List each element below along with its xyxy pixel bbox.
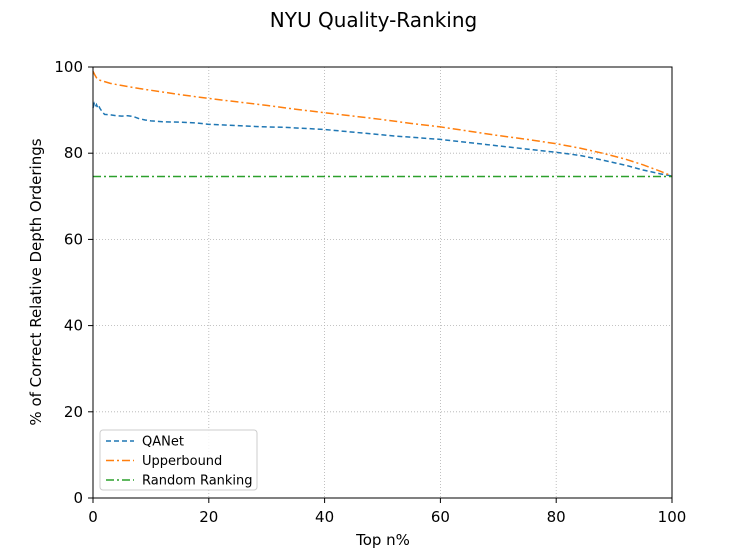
y-tick-label: 40 xyxy=(64,317,83,335)
series-line-qanet xyxy=(92,101,673,177)
x-tick-label: 0 xyxy=(88,508,98,526)
y-tick-label: 100 xyxy=(54,58,83,76)
chart-title: NYU Quality-Ranking xyxy=(270,8,477,32)
legend-label-random-ranking: Random Ranking xyxy=(142,474,253,489)
legend-label-qanet: QANet xyxy=(142,435,184,450)
ticks-layer: 0 20 40 60 80 100 0 20 40 60 80 100 xyxy=(54,58,686,526)
x-tick-label: 60 xyxy=(431,508,450,526)
x-tick-label: 100 xyxy=(658,508,687,526)
y-tick-label: 80 xyxy=(64,144,83,162)
y-tick-label: 0 xyxy=(73,489,83,507)
y-tick-label: 60 xyxy=(64,230,83,248)
x-tick-label: 40 xyxy=(315,508,334,526)
legend: QANet Upperbound Random Ranking xyxy=(99,429,258,491)
x-tick-label: 80 xyxy=(547,508,566,526)
series-layer xyxy=(92,70,673,178)
legend-label-upperbound: Upperbound xyxy=(142,454,222,469)
legend-box xyxy=(99,429,258,491)
series-line-upperbound xyxy=(92,70,673,177)
x-axis-label: Top n% xyxy=(355,531,410,549)
x-tick-label: 20 xyxy=(199,508,218,526)
y-tick-label: 20 xyxy=(64,403,83,421)
y-axis-label: % of Correct Relative Depth Orderings xyxy=(27,138,45,425)
plot-frame xyxy=(92,66,673,499)
grid-layer xyxy=(93,67,672,498)
